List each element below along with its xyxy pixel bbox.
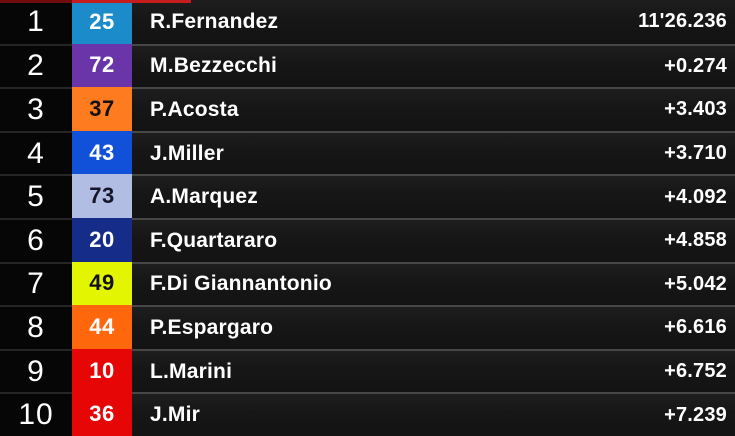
rider-number: 73: [89, 183, 115, 209]
rider-number-badge: 72: [72, 43, 132, 88]
gap-time: +6.616: [664, 316, 727, 339]
rider-main-cell: A.Marquez +4.092: [132, 174, 735, 218]
rider-row[interactable]: 8 44 P.Espargaro +6.616: [0, 305, 735, 349]
gap-time: +4.858: [664, 229, 727, 252]
rider-number-badge: 37: [72, 87, 132, 131]
rider-number-badge: 20: [72, 217, 132, 262]
position-cell: 1: [0, 0, 72, 44]
rider-row[interactable]: 5 73 A.Marquez +4.092: [0, 174, 735, 218]
position-number: 9: [27, 354, 45, 388]
rider-number-badge: 73: [72, 174, 132, 218]
rider-row[interactable]: 2 72 M.Bezzecchi +0.274: [0, 43, 735, 88]
rider-name: P.Acosta: [150, 97, 239, 121]
rider-name: F.Di Giannantonio: [150, 272, 332, 296]
rider-row[interactable]: 4 43 J.Miller +3.710: [0, 130, 735, 175]
rider-name: J.Mir: [150, 403, 201, 427]
position-cell: 9: [0, 348, 72, 393]
position-cell: 4: [0, 130, 72, 175]
rider-number-badge: 10: [72, 348, 132, 393]
position-number: 6: [27, 223, 45, 257]
position-number: 10: [18, 398, 54, 432]
position-cell: 2: [0, 43, 72, 88]
rider-main-cell: J.Miller +3.710: [132, 130, 735, 175]
rider-main-cell: R.Fernandez 11'26.236: [132, 0, 735, 44]
rider-main-cell: J.Mir +7.239: [132, 392, 735, 436]
gap-time: +3.403: [664, 98, 727, 121]
rider-number: 49: [89, 270, 115, 296]
position-cell: 5: [0, 174, 72, 218]
rider-name: J.Miller: [150, 141, 224, 165]
rider-row[interactable]: 1 25 R.Fernandez 11'26.236: [0, 0, 735, 44]
position-cell: 3: [0, 87, 72, 131]
gap-time: +5.042: [664, 272, 727, 295]
rider-number: 43: [89, 139, 115, 165]
rider-name: F.Quartararo: [150, 228, 278, 252]
rider-number: 37: [89, 95, 115, 121]
top-strip-bright-segment: [72, 0, 191, 3]
rider-main-cell: F.Quartararo +4.858: [132, 217, 735, 262]
gap-time: +0.274: [664, 54, 727, 77]
rider-name: M.Bezzecchi: [150, 54, 278, 78]
rider-main-cell: M.Bezzecchi +0.274: [132, 43, 735, 88]
rider-name: R.Fernandez: [150, 9, 279, 33]
rider-main-cell: P.Espargaro +6.616: [132, 305, 735, 349]
rider-number: 10: [89, 357, 115, 383]
position-cell: 7: [0, 261, 72, 306]
gap-time: +4.092: [664, 185, 727, 208]
position-number: 5: [27, 180, 45, 214]
rider-number: 25: [89, 8, 115, 34]
position-number: 3: [27, 92, 45, 126]
rider-row[interactable]: 6 20 F.Quartararo +4.858: [0, 217, 735, 262]
position-number: 1: [27, 4, 45, 38]
rider-number-badge: 43: [72, 130, 132, 175]
gap-time: +3.710: [664, 142, 727, 165]
rider-number-badge: 25: [72, 0, 132, 44]
rider-number-badge: 36: [72, 392, 132, 436]
gap-time: 11'26.236: [638, 10, 727, 33]
rider-name: A.Marquez: [150, 185, 258, 209]
rider-row[interactable]: 9 10 L.Marini +6.752: [0, 348, 735, 393]
position-cell: 10: [0, 392, 72, 436]
position-cell: 6: [0, 217, 72, 262]
position-number: 7: [27, 267, 45, 301]
top-strip-dim-segment: [0, 0, 72, 3]
rider-row[interactable]: 3 37 P.Acosta +3.403: [0, 87, 735, 131]
gap-time: +7.239: [664, 403, 727, 426]
rider-number: 72: [89, 52, 115, 78]
rider-main-cell: F.Di Giannantonio +5.042: [132, 261, 735, 306]
rider-main-cell: P.Acosta +3.403: [132, 87, 735, 131]
rider-number-badge: 44: [72, 305, 132, 349]
rider-name: L.Marini: [150, 359, 233, 383]
top-strip: [0, 0, 191, 3]
rider-row[interactable]: 7 49 F.Di Giannantonio +5.042: [0, 261, 735, 306]
position-cell: 8: [0, 305, 72, 349]
position-number: 2: [27, 49, 45, 83]
rider-main-cell: L.Marini +6.752: [132, 348, 735, 393]
rider-row[interactable]: 10 36 J.Mir +7.239: [0, 392, 735, 436]
rider-number: 44: [89, 313, 115, 339]
position-number: 8: [27, 310, 45, 344]
rider-name: P.Espargaro: [150, 315, 274, 339]
position-number: 4: [27, 136, 45, 170]
rider-number: 20: [89, 226, 115, 252]
rider-number: 36: [89, 401, 115, 427]
gap-time: +6.752: [664, 360, 727, 383]
rider-number-badge: 49: [72, 261, 132, 306]
